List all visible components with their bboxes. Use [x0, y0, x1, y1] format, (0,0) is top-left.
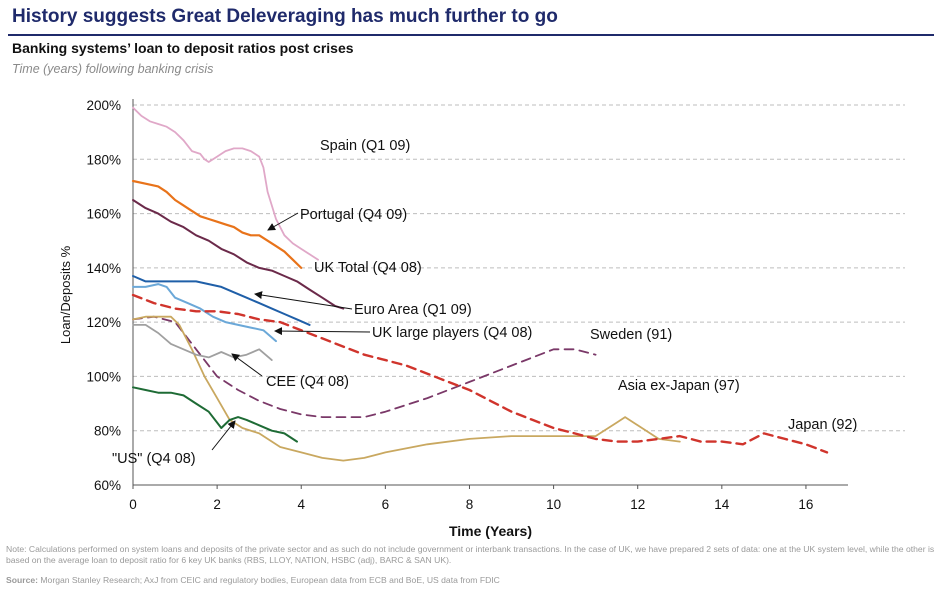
headline: History suggests Great Deleveraging has … — [12, 6, 558, 27]
series-line — [132, 283, 277, 343]
x-tick-label: 4 — [297, 497, 305, 512]
x-tick-label: 16 — [798, 497, 813, 512]
series-label: CEE (Q4 08) — [266, 374, 349, 390]
x-tick-label: 10 — [546, 497, 561, 512]
series-line — [131, 179, 303, 269]
source-label: Source: — [6, 575, 38, 585]
x-tick-label: 6 — [382, 497, 390, 512]
title-rule — [8, 34, 934, 36]
y-tick-label: 140% — [86, 261, 121, 276]
y-tick-label: 80% — [94, 424, 121, 439]
series-line — [132, 106, 320, 261]
leader-arrow — [274, 327, 371, 336]
leader-arrow — [254, 291, 353, 310]
series-label: "US" (Q4 08) — [112, 451, 196, 467]
source-text: Morgan Stanley Research; AxJ from CEIC a… — [38, 575, 500, 585]
series-line — [132, 199, 345, 310]
leader-arrow — [267, 212, 299, 231]
footnote: Note: Calculations performed on system l… — [6, 544, 935, 565]
leader-arrow — [211, 420, 236, 451]
series-line — [132, 386, 298, 443]
series-label: Japan (92) — [788, 417, 857, 433]
series-line — [131, 293, 829, 454]
y-tick-label: 120% — [86, 315, 121, 330]
x-tick-label: 14 — [714, 497, 730, 512]
series-label: UK large players (Q4 08) — [372, 325, 532, 341]
chart-subnote: Time (years) following banking crisis — [12, 62, 214, 76]
x-tick-label: 8 — [466, 497, 474, 512]
series-label: Spain (Q1 09) — [320, 138, 410, 154]
source-line: Source: Morgan Stanley Research; AxJ fro… — [6, 575, 936, 586]
series-line — [132, 315, 597, 419]
y-tick-label: 60% — [94, 478, 121, 493]
leader-arrow — [231, 353, 263, 377]
series-line — [132, 275, 311, 326]
y-axis-label: Loan/Deposits % — [58, 245, 73, 344]
series-line — [132, 315, 681, 462]
y-tick-label: 160% — [86, 207, 121, 222]
y-tick-label: 100% — [86, 369, 121, 384]
x-tick-label: 0 — [129, 497, 137, 512]
x-tick-label: 12 — [630, 497, 645, 512]
series-label: Sweden (91) — [590, 327, 672, 343]
line-chart: 60% 80% 100% 120% 140% 160% 180% 200% 0 2 4 6 8 10 12 1… — [58, 98, 905, 539]
x-tick-label: 2 — [213, 497, 221, 512]
series-label: Asia ex-Japan (97) — [618, 378, 740, 394]
y-tick-label: 180% — [86, 152, 121, 167]
series-line — [132, 323, 273, 362]
series-label: Euro Area (Q1 09) — [354, 302, 472, 318]
x-axis-label: Time (Years) — [449, 523, 532, 539]
series-label: Portugal (Q4 09) — [300, 207, 407, 223]
y-tick-label: 200% — [86, 98, 121, 113]
series-label: UK Total (Q4 08) — [314, 260, 422, 276]
chart-subtitle: Banking systems’ loan to deposit ratios … — [12, 40, 354, 56]
